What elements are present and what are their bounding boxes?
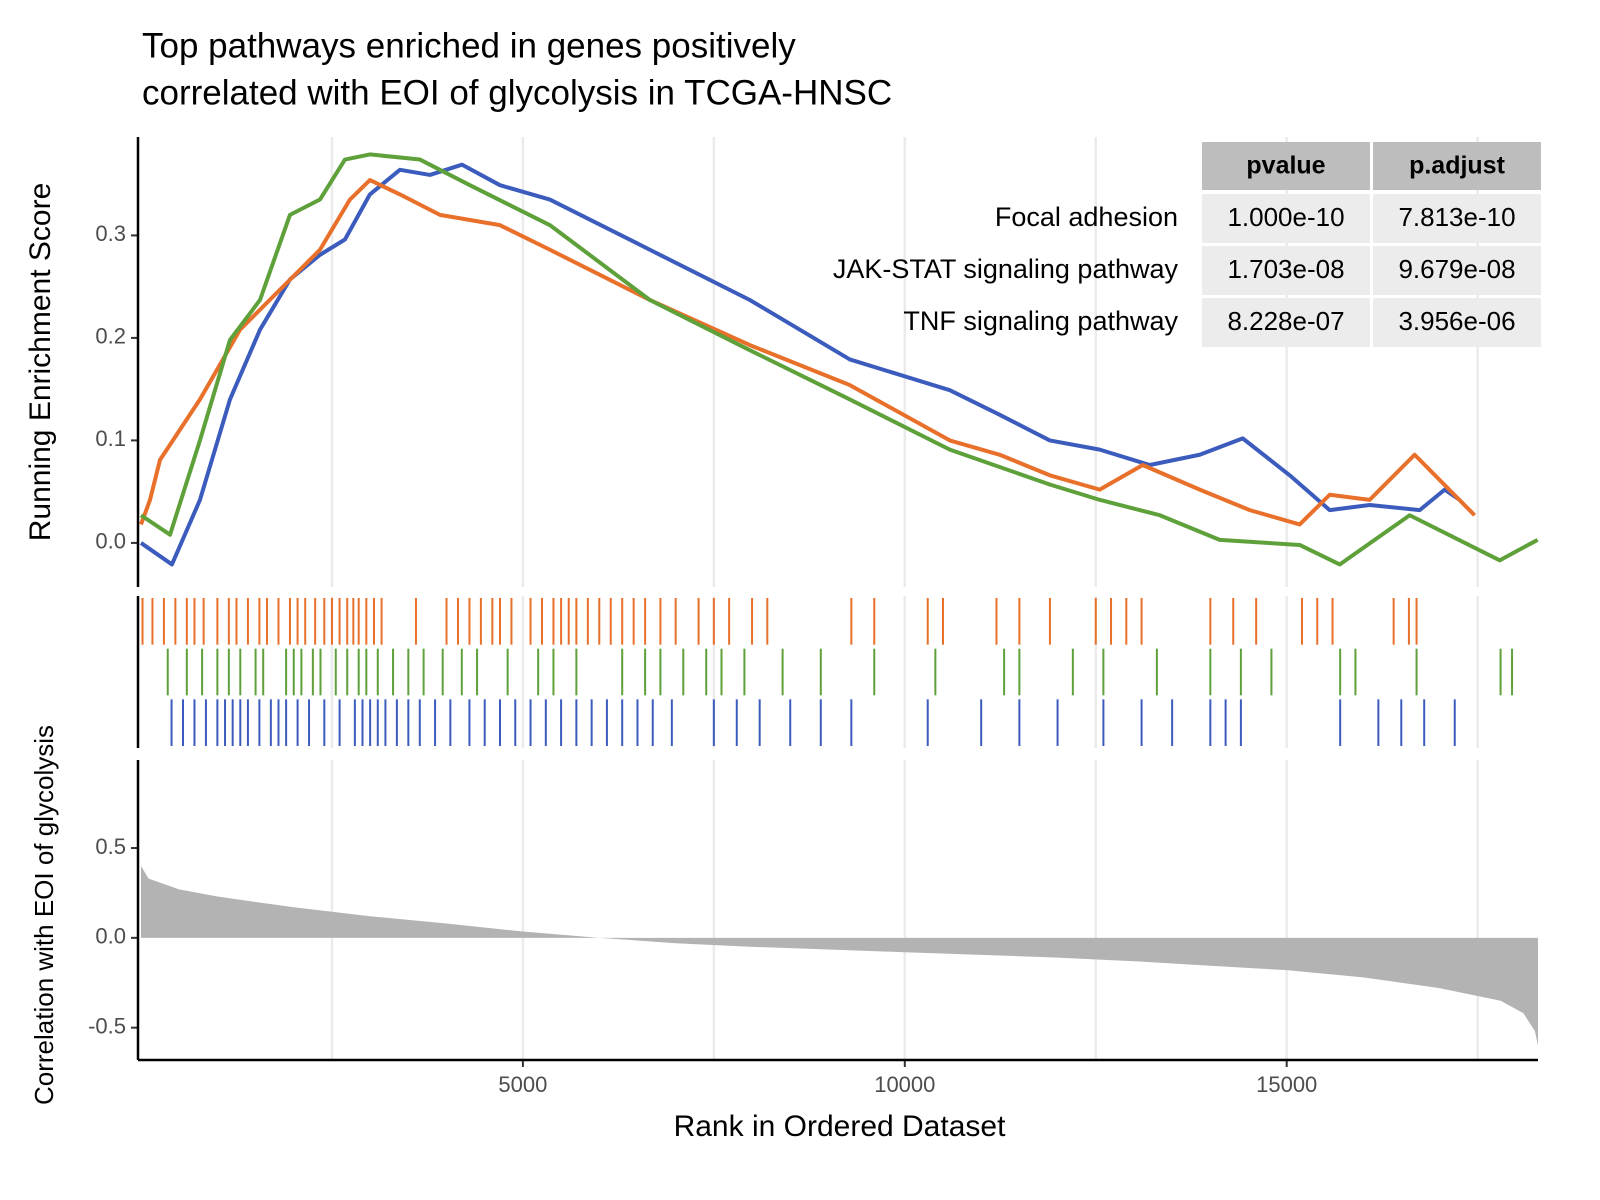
y-tick-label: 0.5 [95,834,126,859]
legend-label: JAK-STAT signaling pathway [833,254,1179,284]
y-tick-label: 0.3 [95,221,126,246]
x-tick-label: 15000 [1256,1072,1317,1097]
metric-area [141,865,1538,1046]
table-cell [1373,298,1541,347]
x-axis-label: Rank in Ordered Dataset [674,1110,1006,1143]
y-tick-label: 0.0 [95,529,126,554]
table-value: 8.228e-07 [1227,306,1344,336]
table-value: 7.813e-10 [1398,202,1515,232]
table-value: 9.679e-08 [1398,254,1515,284]
table-cell [1373,246,1541,295]
x-tick-label: 10000 [874,1072,935,1097]
chart-title: Top pathways enriched in genes positivel… [142,26,796,65]
table-value: 3.956e-06 [1398,306,1515,336]
table-header-cell [1373,142,1541,190]
y-tick-label: 0.0 [95,924,126,949]
y-tick-label: 0.2 [95,324,126,349]
es-line [139,178,1477,527]
y-tick-label: 0.1 [95,426,126,451]
es-line [139,152,1539,567]
table-cell [1202,194,1370,243]
table-header: pvalue [1246,152,1325,180]
table-cell [1202,246,1370,295]
table-header-cell [1202,142,1370,190]
es-line [139,162,1461,567]
table-value: 1.000e-10 [1227,202,1344,232]
legend-label: Focal adhesion [995,202,1178,232]
y-axis-label: Correlation with EOI of glycolysis [29,725,59,1105]
table-header: p.adjust [1409,152,1506,180]
table-cell [1202,298,1370,347]
y-axis-label: Running Enrichment Score [24,183,57,542]
legend-label: TNF signaling pathway [903,306,1178,336]
chart-title: correlated with EOI of glycolysis in TCG… [142,73,892,112]
table-cell [1373,194,1541,243]
y-tick-label: -0.5 [88,1013,126,1038]
x-tick-label: 5000 [498,1072,547,1097]
table-value: 1.703e-08 [1227,254,1344,284]
